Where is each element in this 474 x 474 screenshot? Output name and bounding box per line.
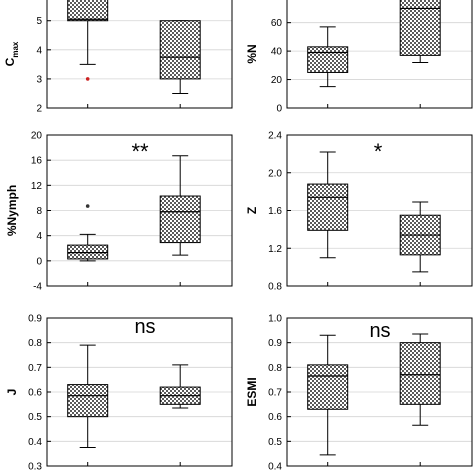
significance-label: * <box>374 139 383 164</box>
panel-2: 0 20 40 60 80 %N <box>245 0 473 115</box>
box-group-2 <box>399 201 441 273</box>
iqr-box <box>67 0 109 22</box>
y-tick-label: 0.8 <box>268 363 282 374</box>
iqr-box <box>399 0 441 56</box>
y-axis-title-subscript: max <box>11 41 20 58</box>
y-tick-label: 1.2 <box>268 244 282 255</box>
y-axis-title: Cmax <box>3 41 20 66</box>
y-axis-title: ESMI <box>245 377 259 406</box>
y-tick-label: 12 <box>31 181 43 192</box>
y-tick-label: 20 <box>31 131 43 142</box>
plot-frame <box>46 0 233 109</box>
y-tick-label: 2.4 <box>268 131 282 142</box>
box-group-1 <box>307 151 349 259</box>
y-tick-label: 0.8 <box>268 282 282 293</box>
box-group-1 <box>307 334 349 456</box>
y-tick-label: 0.6 <box>28 388 42 399</box>
box-group-2 <box>399 0 441 63</box>
panel-1: 23456Cmax <box>3 0 233 115</box>
significance-label: ns <box>369 320 390 342</box>
y-tick-label: 0.8 <box>28 338 42 349</box>
panel-6: 0.4 0.5 0.6 0.7 0.8 0.9 1.0 ESMI ns <box>245 314 473 473</box>
plot-frame <box>286 0 473 109</box>
y-tick-label: 60 <box>271 18 283 29</box>
significance-label: ns <box>134 316 155 338</box>
outlier-point <box>85 77 90 81</box>
y-tick-label: 0.7 <box>28 363 42 374</box>
y-tick-label: 0 <box>276 104 282 115</box>
iqr-box <box>307 46 349 73</box>
box-group-2 <box>159 364 201 409</box>
iqr-box <box>159 195 201 244</box>
y-axis-title: J <box>5 389 19 396</box>
y-tick-label: 0.4 <box>28 437 42 448</box>
y-tick-label: 2.0 <box>268 168 282 179</box>
y-tick-label: 1.0 <box>268 314 282 325</box>
box-group-2 <box>159 155 201 256</box>
y-tick-label: 4 <box>36 45 42 56</box>
box-group-1 <box>67 344 109 448</box>
outlier-point <box>85 204 90 208</box>
y-tick-label: 2 <box>36 104 42 115</box>
panel-5: 0.3 0.4 0.5 0.6 0.7 0.8 0.9 Jns <box>5 314 233 473</box>
y-tick-label: 40 <box>271 47 283 58</box>
box-group-1 <box>67 0 109 81</box>
y-tick-label: 0.9 <box>268 338 282 349</box>
y-tick-label: 3 <box>36 74 42 85</box>
iqr-box <box>67 384 109 418</box>
y-tick-label: 5 <box>36 16 42 27</box>
y-tick-label: 0.5 <box>28 412 42 423</box>
y-tick-label: 1.6 <box>268 206 282 217</box>
box-group-2 <box>399 333 441 426</box>
panel-4: 0.8 1.2 1.6 2.0 2.4 Z * <box>245 131 473 293</box>
y-axis-title: %N <box>245 44 259 63</box>
box-group-1 <box>307 26 349 88</box>
y-tick-label: 0.6 <box>268 412 282 423</box>
y-tick-label: 0.7 <box>268 388 282 399</box>
y-tick-label: -4 <box>33 282 42 293</box>
y-tick-label: 0.9 <box>28 314 42 325</box>
iqr-box <box>307 364 349 410</box>
y-axis-title: Z <box>245 207 259 214</box>
y-tick-label: 20 <box>271 75 283 86</box>
y-tick-label: 0.4 <box>268 462 282 473</box>
significance-label: ** <box>131 139 149 164</box>
panel-3: -4 0 4 8 12 16 20 %Nymph ** <box>5 131 233 293</box>
y-tick-label: 0.3 <box>28 462 42 473</box>
iqr-box <box>399 342 441 405</box>
iqr-box <box>307 183 349 231</box>
box-group-2 <box>159 20 201 94</box>
y-tick-label: 16 <box>31 156 43 167</box>
y-tick-label: 4 <box>36 231 42 242</box>
y-tick-label: 80 <box>271 0 283 1</box>
y-tick-label: 8 <box>36 206 42 217</box>
y-axis-title: %Nymph <box>5 185 19 236</box>
y-tick-label: 0.5 <box>268 437 282 448</box>
y-tick-label: 0 <box>36 256 42 267</box>
iqr-box <box>67 244 109 260</box>
iqr-box <box>159 20 201 80</box>
box-group-1 <box>67 204 109 262</box>
